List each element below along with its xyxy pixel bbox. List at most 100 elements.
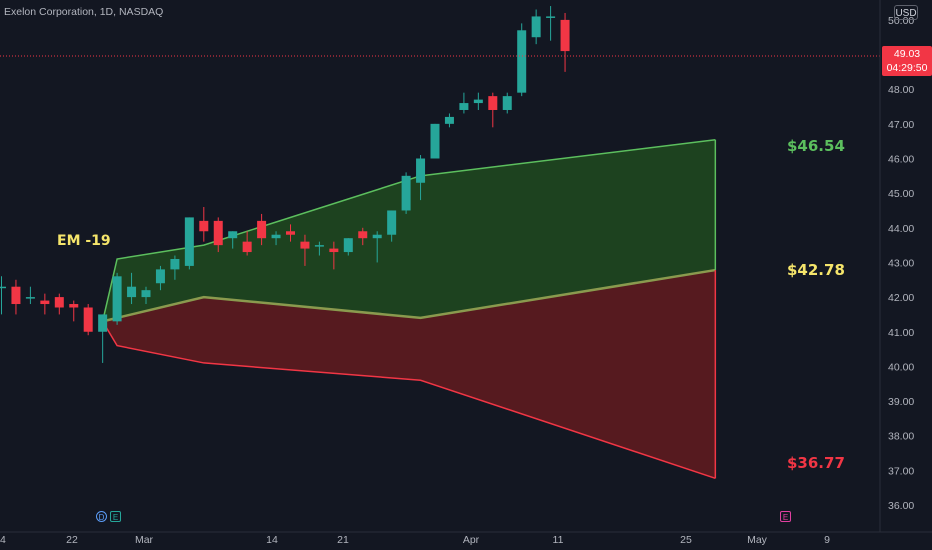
candle-body [531, 16, 541, 38]
y-tick-label: 41.00 [888, 327, 914, 339]
candle [0, 276, 6, 315]
y-tick-label: 43.00 [888, 257, 914, 269]
y-tick-label: 42.00 [888, 292, 914, 304]
candle [517, 23, 527, 97]
candle-body [25, 297, 35, 299]
candle [416, 155, 426, 201]
last-price-value: 49.03 [893, 48, 921, 60]
candle [387, 210, 397, 242]
candle-body [83, 307, 93, 332]
candle [473, 92, 483, 110]
upcoming-earnings-badge[interactable]: E [780, 511, 791, 522]
y-tick-label: 39.00 [888, 396, 914, 408]
candle [40, 293, 50, 315]
x-tick-label: May [747, 534, 768, 546]
candle [155, 265, 165, 291]
candle [343, 238, 353, 256]
y-tick-label: 45.00 [888, 188, 914, 200]
candle [257, 213, 267, 246]
candle [54, 293, 64, 315]
candle [127, 272, 137, 305]
candle-body [98, 314, 108, 332]
expected-move-bands [101, 139, 717, 480]
candle-body [40, 300, 50, 305]
price-axis[interactable]: 36.00 37.00 38.00 39.00 40.00 41.00 42.00 43.00… [888, 15, 914, 512]
candle-body [387, 210, 397, 235]
candle [242, 231, 252, 256]
candle [98, 314, 108, 363]
candle [213, 217, 223, 253]
candle-body [184, 217, 194, 266]
em-label: EM -19 [57, 233, 111, 249]
middle-band-label: $42.78 [787, 261, 845, 279]
x-tick-label: Apr [463, 534, 480, 546]
candle [69, 300, 79, 322]
x-tick-label: 14 [266, 534, 278, 546]
bar-countdown: 04:29:50 [886, 62, 928, 74]
lower-band-line [102, 320, 716, 480]
candle-body [430, 123, 440, 159]
candle [444, 113, 454, 128]
candle-body [141, 290, 151, 298]
candle [546, 6, 556, 41]
candle-body [502, 96, 512, 110]
candle [83, 304, 93, 336]
lower-band-fill [102, 270, 716, 479]
candle [228, 231, 238, 249]
candle [141, 286, 151, 305]
candle-body [155, 269, 165, 284]
candlestick-series [0, 6, 570, 363]
earnings-badge[interactable]: E [110, 511, 121, 522]
candle-body [560, 19, 570, 52]
candle-body [517, 30, 527, 93]
candle-body [401, 175, 411, 211]
candle [560, 12, 570, 72]
candle [300, 234, 310, 266]
candle-body [127, 286, 137, 298]
candle [372, 231, 382, 263]
candle [358, 227, 368, 246]
upper-band-line [101, 139, 716, 322]
candle-body [416, 158, 426, 183]
upper-band-fill [102, 139, 716, 322]
y-tick-label: 38.00 [888, 431, 914, 443]
x-tick-label: 4 [0, 534, 6, 546]
candle [112, 272, 122, 325]
candle-body [69, 304, 79, 308]
dividend-badge[interactable]: D [96, 511, 107, 522]
x-tick-label: 21 [337, 534, 349, 546]
candle-body [459, 103, 469, 110]
candle [25, 286, 35, 305]
y-tick-label: 48.00 [888, 84, 914, 96]
candle [329, 241, 339, 270]
y-tick-label: 36.00 [888, 500, 914, 512]
candle [199, 207, 209, 242]
candle-body [213, 220, 223, 246]
middle-band-line [102, 268, 716, 323]
candle-body [329, 248, 339, 253]
candle-body [242, 241, 252, 253]
candle [314, 241, 324, 256]
candle [11, 279, 21, 315]
candle-body [0, 286, 6, 289]
candle [502, 92, 512, 114]
candle-body [372, 234, 382, 239]
y-tick-label: 37.00 [888, 465, 914, 477]
time-axis[interactable]: 4 22 Mar 14 21 Apr 11 25 May 9 [0, 534, 830, 546]
candle-body [257, 220, 267, 239]
candle [271, 231, 281, 246]
candle-body [271, 234, 281, 239]
candle-body [112, 276, 122, 322]
y-tick-label: 40.00 [888, 361, 914, 373]
candle-body [343, 238, 353, 253]
candle-body [546, 16, 556, 18]
y-tick-label: 44.00 [888, 223, 914, 235]
x-tick-label: 22 [66, 534, 78, 546]
candle-body [444, 116, 454, 124]
chart-title: Exelon Corporation, 1D, NASDAQ [4, 6, 163, 18]
candle-body [488, 96, 498, 110]
currency-selector[interactable]: USD [894, 5, 918, 20]
candle-body [286, 231, 295, 235]
candle [531, 9, 541, 45]
